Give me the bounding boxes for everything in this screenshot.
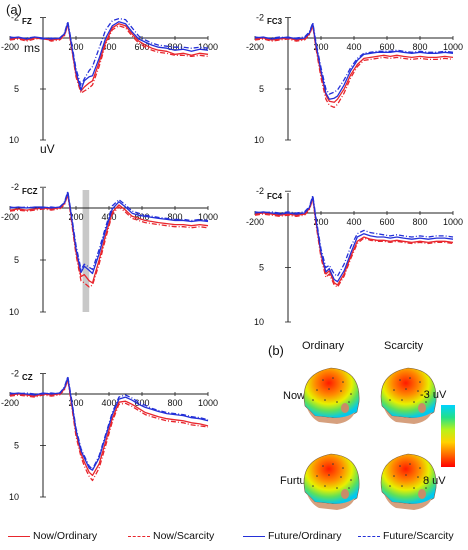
topo-row-now: Now [283,390,306,402]
y-tick-label-fcz: 5 [14,255,19,265]
electrode-label-fc3: FC3 [267,17,283,26]
x-tick-label-fz: -200 [1,42,19,52]
series-line-fc4-1 [254,198,454,288]
series-line-fc3-2 [254,23,454,100]
series-line-fc3-3 [254,22,454,95]
x-tick-label-fc4: 600 [379,217,394,227]
y-tick-label-fcz: 10 [9,307,19,317]
x-tick-label-fcz: -200 [1,212,19,222]
series-line-fz-0 [9,23,209,92]
legend-now-ordinary: Now/Ordinary [8,530,97,546]
x-tick-label-fz: 200 [68,42,83,52]
y-tick-label-fc4: 5 [259,263,264,273]
series-line-fc3-1 [254,25,454,109]
colorbar [441,405,455,467]
series-line-fcz-2 [9,191,209,275]
series-line-fc4-2 [254,196,454,283]
x-tick-label-fc3: 600 [379,42,394,52]
legend-swatch [243,535,265,537]
legend-swatch [8,535,30,537]
head-illustration [380,453,437,510]
x-tick-label-cz: 800 [167,398,182,408]
legend-future-ordinary: Future/Ordinary [243,530,342,546]
series-line-fcz-3 [9,190,209,271]
x-tick-label-cz: 1000 [198,398,218,408]
x-tick-label-fcz: 600 [134,212,149,222]
series-line-fz-2 [9,21,209,91]
y-tick-label-cz: -2 [11,368,19,378]
series-line-cz-3 [9,375,209,470]
series-line-cz-0 [9,377,209,477]
x-tick-label-fc4: 1000 [443,217,463,227]
series-line-fcz-0 [9,192,209,284]
time-unit-label: ms [24,41,40,55]
amplitude-unit-label: uV [40,142,55,156]
head-illustration [303,367,360,424]
scalp-map-now-ordinary [293,362,367,428]
series-line-fc3-0 [254,24,454,103]
x-tick-label-fc3: 200 [313,42,328,52]
scalp-map-future-ordinary [293,448,367,514]
series-line-cz-2 [9,376,209,471]
electrode-label-cz: CZ [22,373,33,382]
electrode-label-fcz: FCZ [22,187,38,196]
x-tick-label-fc4: 200 [313,217,328,227]
head-illustration [303,453,360,510]
legend-swatch [358,535,380,537]
x-tick-label-fz: 400 [101,42,116,52]
scalp-map-now-scarcity [370,362,444,428]
y-tick-label-fc3: -2 [256,13,264,23]
x-tick-label-fc4: 400 [346,217,361,227]
x-tick-label-fz: 1000 [198,42,218,52]
series-line-fcz-1 [9,193,209,288]
y-tick-label-fc4: 10 [254,317,264,327]
x-tick-label-fc4: -200 [246,217,264,227]
series-line-fc4-0 [254,197,454,286]
y-tick-label-fcz: -2 [11,182,19,192]
y-tick-label-cz: 5 [14,441,19,451]
y-tick-label-fc3: 10 [254,135,264,145]
y-tick-label-fz: 10 [9,135,19,145]
series-line-fz-1 [9,24,209,94]
x-tick-label-fc4: 800 [412,217,427,227]
panel-a-label: (a) [6,2,22,17]
y-tick-label-fz: -2 [11,13,19,23]
x-tick-label-fc3: 800 [412,42,427,52]
x-tick-label-cz: 600 [134,398,149,408]
x-tick-label-fcz: 200 [68,212,83,222]
legend: Now/Ordinary Now/Scarcity Future/Ordinar… [0,530,468,548]
legend-future-scarcity: Future/Scarcity [358,530,454,546]
x-tick-label-cz: -200 [1,398,19,408]
x-tick-label-fc3: 1000 [443,42,463,52]
series-line-fc4-3 [254,194,454,277]
y-tick-label-fc3: 5 [259,84,264,94]
y-tick-label-cz: 10 [9,492,19,502]
x-tick-label-cz: 200 [68,398,83,408]
x-tick-label-fcz: 400 [101,212,116,222]
series-line-cz-1 [9,378,209,482]
x-tick-label-fc3: -200 [246,42,264,52]
head-illustration [380,367,437,424]
panel-b-label: (b) [268,343,284,358]
x-tick-label-fz: 600 [134,42,149,52]
x-tick-label-cz: 400 [101,398,116,408]
x-tick-label-fcz: 800 [167,212,182,222]
colorbar-bottom-label: 8 uV [423,475,446,487]
colorbar-top-label: -3 uV [420,389,447,401]
series-line-fz-3 [9,17,209,87]
legend-now-scarcity: Now/Scarcity [128,530,214,546]
topo-column-scarcity: Scarcity [384,340,424,352]
topo-column-ordinary: Ordinary [302,340,345,352]
y-tick-label-fz: 5 [14,84,19,94]
significance-shading-fcz [82,190,90,312]
x-tick-label-fc3: 400 [346,42,361,52]
electrode-label-fc4: FC4 [267,192,283,201]
y-tick-label-fc4: -2 [256,186,264,196]
electrode-label-fz: FZ [22,17,32,26]
legend-swatch [128,535,150,537]
scalp-map-future-scarcity [370,448,444,514]
x-tick-label-fcz: 1000 [198,212,218,222]
